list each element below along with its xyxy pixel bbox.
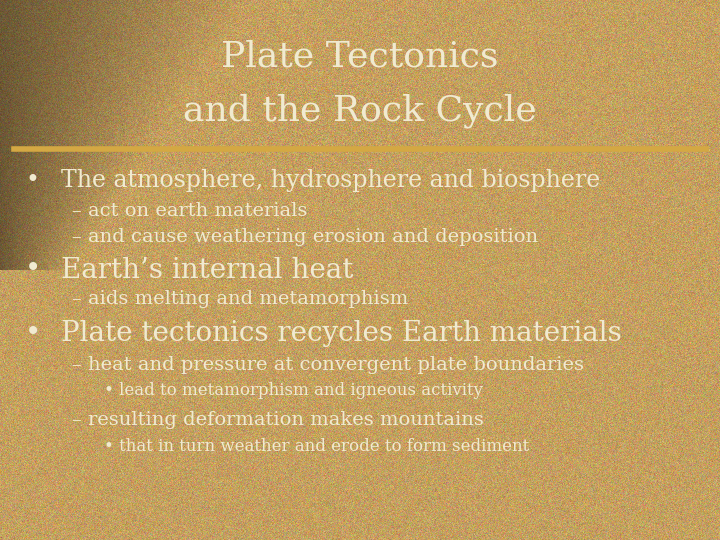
Text: Plate tectonics recycles Earth materials: Plate tectonics recycles Earth materials — [61, 320, 622, 347]
Text: • that in turn weather and erode to form sediment: • that in turn weather and erode to form… — [104, 438, 530, 455]
Text: Earth’s internal heat: Earth’s internal heat — [61, 256, 354, 284]
Text: •: • — [25, 256, 42, 284]
Text: and the Rock Cycle: and the Rock Cycle — [183, 93, 537, 128]
Text: – and cause weathering erosion and deposition: – and cause weathering erosion and depos… — [72, 227, 538, 246]
Text: Plate Tectonics: Plate Tectonics — [221, 40, 499, 73]
Text: – heat and pressure at convergent plate boundaries: – heat and pressure at convergent plate … — [72, 355, 584, 374]
Text: •: • — [25, 320, 42, 347]
Text: The atmosphere, hydrosphere and biosphere: The atmosphere, hydrosphere and biospher… — [61, 170, 600, 192]
Text: – aids melting and metamorphism: – aids melting and metamorphism — [72, 289, 408, 308]
Text: •: • — [25, 170, 39, 192]
Text: • lead to metamorphism and igneous activity: • lead to metamorphism and igneous activ… — [104, 382, 483, 399]
Text: – resulting deformation makes mountains: – resulting deformation makes mountains — [72, 411, 484, 429]
Text: – act on earth materials: – act on earth materials — [72, 201, 307, 220]
